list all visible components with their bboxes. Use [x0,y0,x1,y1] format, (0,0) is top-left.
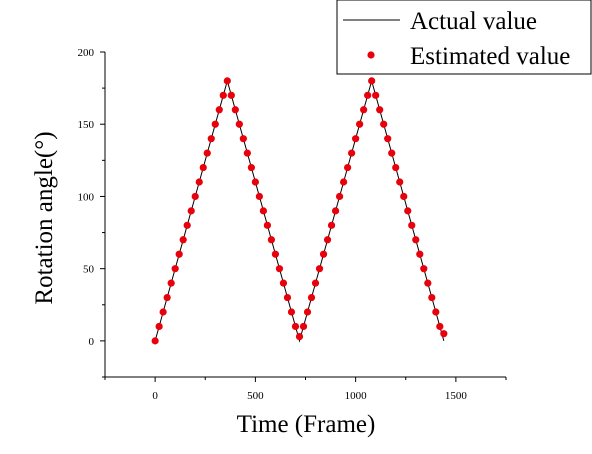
estimated-value-point [271,250,280,258]
estimated-value-point [416,250,424,258]
estimated-value-point [251,178,259,186]
estimated-value-point [267,236,276,244]
estimated-value-point [155,322,163,331]
estimated-value-point [179,236,187,244]
estimated-value-point [428,293,436,302]
legend-label-actual: Actual value [410,8,537,35]
estimated-value-point [203,149,211,157]
estimated-value-point [247,163,255,172]
estimated-value-point [219,91,227,99]
estimated-value-point [287,308,296,316]
estimated-value-point [255,192,263,201]
estimated-value-point [356,120,364,128]
x-tick-label: 500 [247,390,264,402]
x-tick-label: 1000 [345,390,368,402]
estimated-value-point [175,250,183,258]
estimated-value-point [299,322,308,331]
estimated-value-point [400,192,408,201]
estimated-value-point [235,120,243,128]
y-ticks: 0 50 100 150 200 [78,47,105,378]
estimated-value-point [396,178,404,186]
estimated-value-point [295,332,304,341]
legend-box [336,0,592,75]
estimated-value-point [408,221,416,229]
estimated-value-point [311,279,320,287]
estimated-value-point [315,265,324,273]
estimated-value-point [432,308,440,316]
actual-value-series [154,79,445,343]
estimated-value-point [303,308,312,316]
estimated-value-point [307,293,316,302]
estimated-value-point [283,293,292,302]
estimated-value-point [263,221,271,229]
estimated-value-point [243,149,251,157]
legend-label-estimated: Estimated value [410,43,570,70]
estimated-value-point [275,265,284,273]
estimated-value-point [171,265,179,273]
estimated-value-point [392,163,400,172]
estimated-value-point [388,149,396,157]
estimated-value-point [223,77,231,85]
estimated-value-point [187,207,195,215]
estimated-value-point [211,120,219,128]
estimated-value-point [424,279,432,287]
estimated-value-point [360,106,368,114]
estimated-value-point [340,178,348,186]
estimated-value-point [436,322,444,331]
estimated-value-point [159,308,167,316]
estimated-value-point [227,91,235,99]
legend-point-swatch [367,51,375,59]
estimated-value-point [195,178,203,186]
estimated-value-point [440,330,448,338]
x-tick-label: 0 [152,390,158,402]
estimated-value-point [199,163,207,172]
y-tick-label: 100 [78,191,95,203]
y-tick-label: 200 [78,47,95,59]
estimated-value-point [291,322,300,331]
actual-value-line [154,79,445,343]
estimated-value-point [163,293,171,302]
estimated-value-point [215,106,223,114]
estimated-value-point [335,192,344,201]
estimated-value-point [352,135,360,143]
estimated-value-point [380,120,388,128]
estimated-value-point [231,106,239,114]
estimated-value-point [183,221,191,229]
estimated-value-point [412,236,420,244]
y-tick-label: 0 [89,336,95,348]
estimated-value-point [191,192,199,201]
x-axis-title: Time (Frame) [237,411,376,438]
estimated-value-point [344,163,352,172]
estimated-value-point [207,135,215,143]
estimated-value-point [239,135,247,143]
estimated-value-point [319,250,328,258]
y-tick-label: 150 [78,119,95,131]
estimated-value-point [327,221,336,229]
estimated-value-point [348,149,356,157]
y-tick-label: 50 [83,264,95,276]
estimated-value-point [323,236,332,244]
x-tick-label: 1500 [445,390,468,402]
y-axis-title: Rotation angle(°) [31,131,58,304]
estimated-value-point [331,207,340,215]
estimated-value-point [368,77,376,85]
estimated-value-point [167,279,175,287]
estimated-value-point [364,91,372,99]
estimated-value-point [279,279,288,287]
estimated-value-point [259,207,267,215]
estimated-value-series [151,77,448,345]
estimated-value-point [151,337,159,345]
estimated-value-point [420,265,428,273]
estimated-value-point [376,106,384,114]
legend: Actual value Estimated value [336,0,592,75]
x-ticks: 0 500 1000 1500 [104,377,507,402]
estimated-value-point [384,135,392,143]
estimated-value-point [404,207,412,215]
estimated-value-point [372,91,380,99]
